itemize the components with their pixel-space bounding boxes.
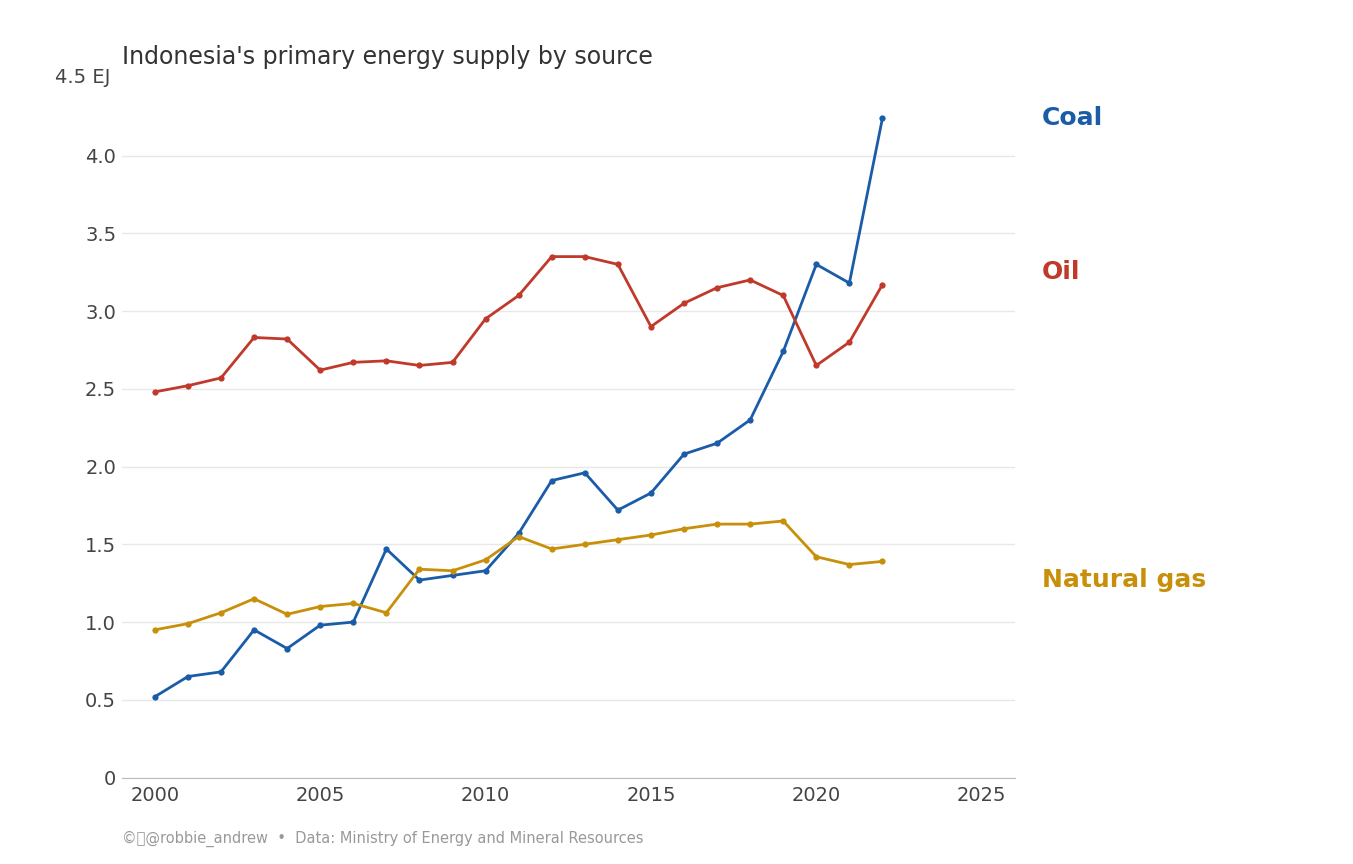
Text: ©ⓒ@robbie_andrew  •  Data: Ministry of Energy and Mineral Resources: ©ⓒ@robbie_andrew • Data: Ministry of Ene… — [122, 830, 643, 847]
Text: Natural gas: Natural gas — [1042, 569, 1206, 592]
Text: Oil: Oil — [1042, 260, 1080, 284]
Text: Indonesia's primary energy supply by source: Indonesia's primary energy supply by sou… — [122, 45, 652, 69]
Text: 4.5 EJ: 4.5 EJ — [55, 68, 111, 87]
Text: Coal: Coal — [1042, 106, 1103, 130]
